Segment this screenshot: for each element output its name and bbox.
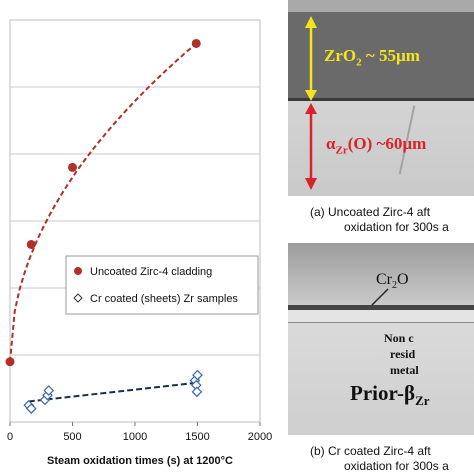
note-line1: Non c (384, 331, 414, 345)
oxide-film (288, 305, 474, 310)
oxide-pointer-line (371, 288, 389, 306)
x-tick-label: 1500 (185, 431, 209, 443)
uncoated-fit-curve (9, 42, 197, 362)
oxide-arrowhead-top (305, 16, 317, 28)
caption-b-line2: oxidation for 300s a (344, 459, 449, 473)
substrate (288, 323, 474, 435)
oxide-thickness-label: ZrO2 ~ 55µm (324, 46, 420, 69)
oxide-film-label: Cr2O (376, 271, 409, 292)
coating-top (288, 243, 474, 305)
coated-data-point (25, 403, 37, 414)
x-tick-label: 500 (63, 431, 81, 443)
alpha-thickness-label: αZr(O) ~60µm (326, 134, 427, 157)
micrograph-a-top-band (288, 0, 474, 12)
x-axis-label: Steam oxidation times (s) at 1200°C (47, 455, 233, 467)
caption-b-line1: (b) Cr coated Zirc-4 aft (310, 444, 431, 458)
x-tick-label: 0 (7, 431, 13, 443)
oxide-layer (288, 12, 474, 100)
legend-label-coated: Cr coated (sheets) Zr samples (90, 293, 238, 305)
uncoated-data-point (191, 38, 201, 48)
note-line3: metal (390, 363, 419, 377)
uncoated-data-point (26, 239, 36, 249)
alpha-layer (288, 101, 474, 196)
coated-fit-line (28, 381, 198, 403)
prior-beta-label: Prior-βZr (350, 381, 430, 409)
caption-a-line2: oxidation for 300s a (344, 220, 449, 234)
legend-marker-coated (73, 293, 83, 303)
oxide-arrowhead-bottom (305, 90, 317, 101)
oxide-film-pointer (371, 288, 389, 306)
legend: Uncoated Zirc-4 cladding Cr coated (shee… (65, 255, 259, 315)
coating-layer (288, 310, 474, 322)
x-tick-labels: 0 500 1000 1500 2000 (7, 422, 272, 443)
data-points (5, 38, 203, 414)
x-tick-label: 2000 (248, 431, 272, 443)
uncoated-data-point (68, 162, 77, 172)
coated-data-point (43, 385, 55, 396)
coated-data-point (191, 386, 203, 398)
alpha-arrowhead-top (305, 103, 317, 114)
uncoated-data-point (5, 357, 15, 367)
oxide-boundary-line (288, 98, 474, 101)
legend-box (65, 255, 259, 315)
caption-a-line1: (a) Uncoated Zirc-4 aft (310, 205, 431, 219)
micrograph-a-arrows (305, 16, 317, 190)
micrograph-a: ZrO2 ~ 55µm αZr(O) ~60µm (288, 0, 474, 196)
legend-marker-uncoated (74, 267, 82, 275)
note-line2: resid (390, 347, 416, 361)
x-tick-label: 1000 (123, 431, 147, 443)
fit-lines (9, 42, 198, 403)
coated-data-point (192, 369, 203, 381)
alpha-arrowhead-bottom (305, 178, 317, 190)
micrograph-b: Cr2O Non c resid metal Prior-βZr (288, 243, 474, 435)
interface-line (288, 322, 474, 323)
legend-label-uncoated: Uncoated Zirc-4 cladding (90, 266, 212, 278)
